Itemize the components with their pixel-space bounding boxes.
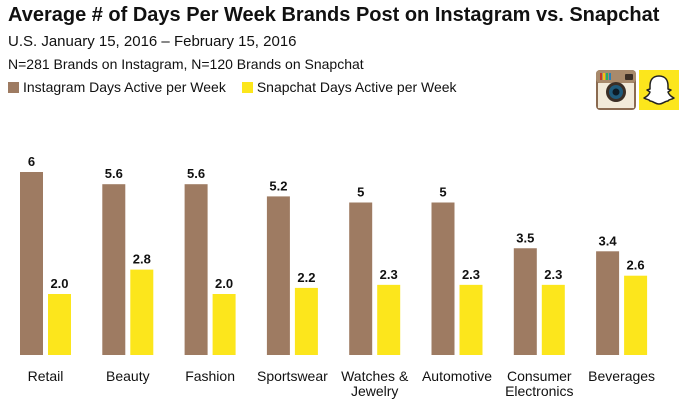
legend-label-instagram: Instagram Days Active per Week: [23, 79, 226, 95]
legend-swatch-snapchat: [241, 81, 253, 93]
data-label-instagram: 5.2: [269, 178, 287, 193]
data-label-snapchat: 2.3: [544, 267, 562, 282]
category-label: Retail: [28, 368, 64, 384]
bar-snapchat: [459, 284, 483, 355]
data-label-instagram: 5: [357, 185, 364, 200]
category-label: Fashion: [185, 368, 235, 384]
sample-size-note: N=281 Brands on Instagram, N=120 Brands …: [8, 56, 364, 72]
chart-subtitle: U.S. January 15, 2016 – February 15, 201…: [8, 33, 297, 50]
data-label-instagram: 6: [28, 154, 35, 169]
bar-instagram: [349, 202, 373, 355]
bar-instagram: [513, 248, 537, 355]
data-label-instagram: 5.6: [105, 166, 123, 181]
bar-snapchat: [130, 269, 154, 355]
bar-instagram: [431, 202, 455, 355]
category-label: Watches &: [341, 368, 409, 384]
data-label-snapchat: 2.0: [50, 276, 68, 291]
legend-item-instagram: Instagram Days Active per Week: [8, 79, 226, 95]
bar-snapchat: [294, 287, 318, 355]
bar-instagram: [596, 251, 620, 355]
data-label-instagram: 3.4: [599, 233, 618, 248]
bar-snapchat: [624, 275, 648, 355]
data-label-snapchat: 2.8: [133, 252, 151, 267]
data-label-snapchat: 2.3: [380, 267, 398, 282]
snapchat-ghost-icon: [639, 70, 679, 110]
data-label-snapchat: 2.2: [297, 270, 315, 285]
legend: Instagram Days Active per Week Snapchat …: [8, 79, 473, 95]
bar-instagram: [102, 184, 126, 355]
bar-snapchat: [212, 294, 236, 355]
data-label-snapchat: 2.3: [462, 267, 480, 282]
category-label: Beauty: [106, 368, 150, 384]
legend-swatch-instagram: [8, 81, 19, 93]
category-label: Beverages: [588, 368, 655, 384]
data-label-snapchat: 2.6: [627, 258, 645, 273]
bar-instagram: [20, 172, 43, 355]
category-label: Jewelry: [351, 383, 398, 399]
data-label-snapchat: 2.0: [215, 276, 233, 291]
legend-label-snapchat: Snapchat Days Active per Week: [256, 79, 457, 95]
bar-instagram: [266, 196, 290, 355]
category-label: Sportswear: [257, 368, 328, 384]
bar-snapchat: [377, 284, 401, 355]
data-label-instagram: 5.6: [187, 166, 205, 181]
bar-instagram: [184, 184, 208, 355]
chart-title: Average # of Days Per Week Brands Post o…: [8, 4, 660, 26]
bar-snapchat: [48, 294, 71, 355]
bar-snapchat: [541, 284, 565, 355]
legend-item-snapchat: Snapchat Days Active per Week: [241, 79, 457, 95]
category-label: Electronics: [505, 383, 573, 399]
instagram-logo-icon: [596, 70, 636, 110]
data-label-instagram: 3.5: [516, 230, 534, 245]
category-label: Automotive: [422, 368, 492, 384]
category-label: Consumer: [507, 368, 572, 384]
data-label-instagram: 5: [439, 185, 446, 200]
